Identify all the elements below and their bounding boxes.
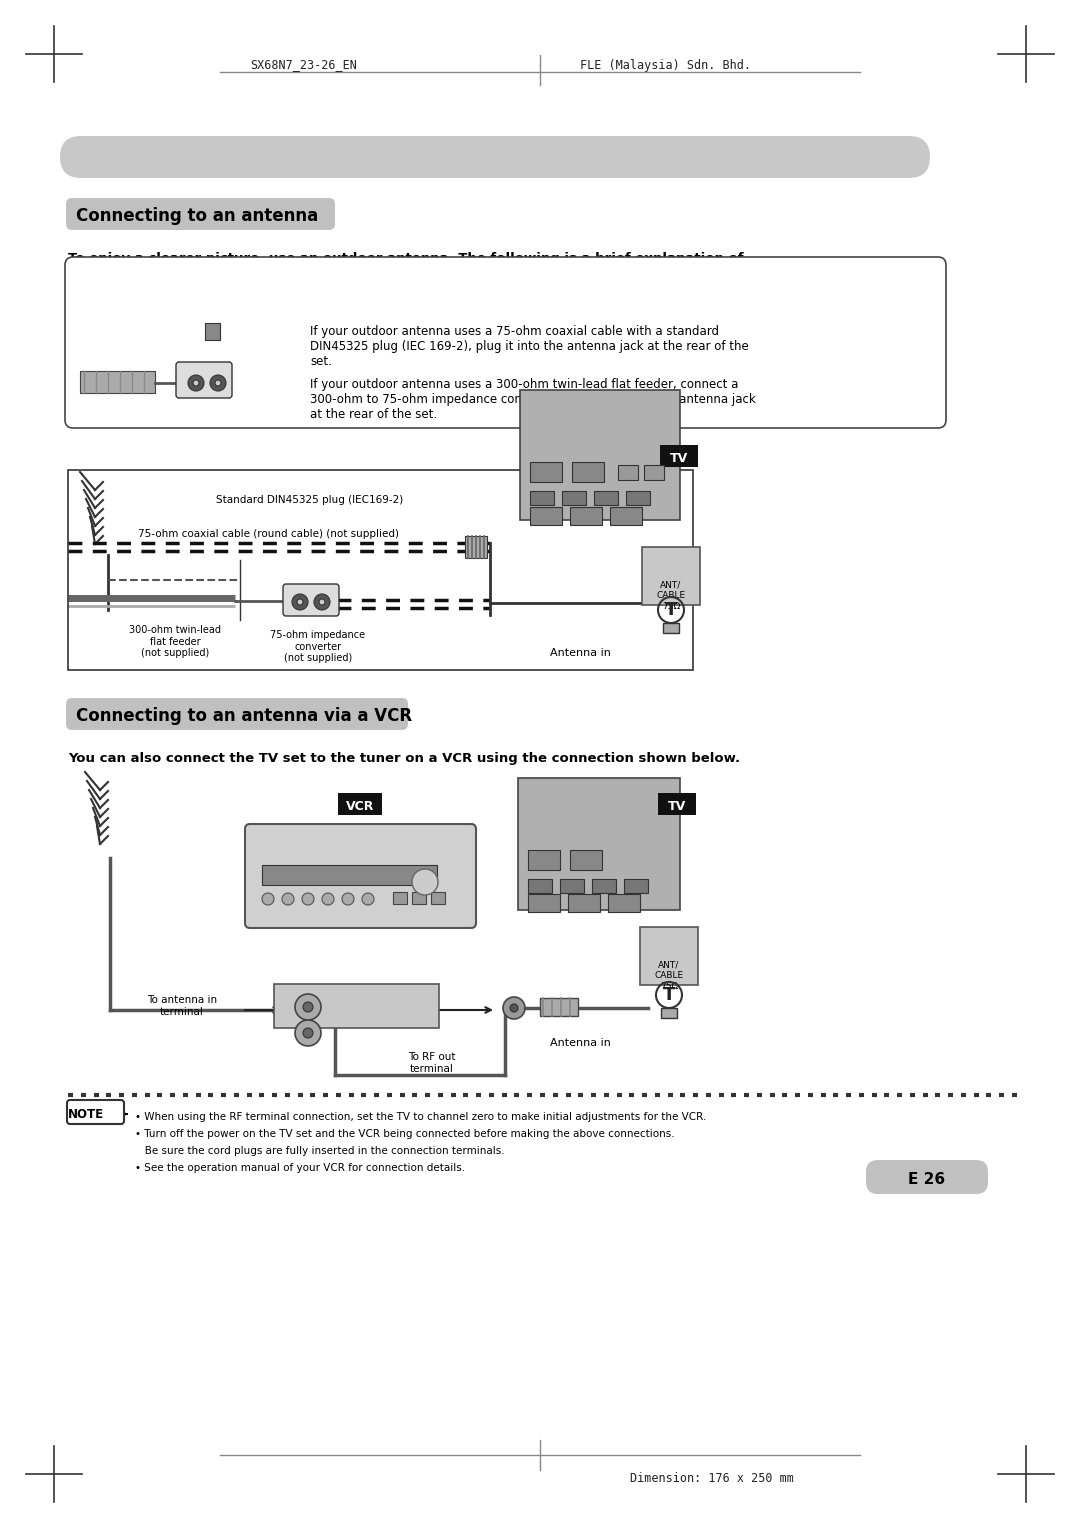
Text: • See the operation manual of your VCR for connection details.: • See the operation manual of your VCR f… <box>135 1163 465 1174</box>
Circle shape <box>411 869 438 895</box>
Circle shape <box>262 892 274 905</box>
FancyBboxPatch shape <box>60 136 930 177</box>
Bar <box>518 778 680 911</box>
Bar <box>658 793 696 814</box>
Circle shape <box>295 1021 321 1047</box>
Text: • Turn off the power on the TV set and the VCR being connected before making the: • Turn off the power on the TV set and t… <box>135 1129 675 1138</box>
Bar <box>465 536 487 558</box>
Bar <box>568 894 600 912</box>
Circle shape <box>322 892 334 905</box>
Text: If your outdoor antenna uses a 300-ohm twin-lead flat feeder, connect a
300-ohm : If your outdoor antenna uses a 300-ohm t… <box>310 377 756 422</box>
Text: Antenna in: Antenna in <box>550 648 610 659</box>
Bar <box>642 547 700 605</box>
Text: 300-ohm twin-lead
flat feeder
(not supplied): 300-ohm twin-lead flat feeder (not suppl… <box>129 625 221 659</box>
Text: 75-ohm coaxial cable (round cable) (not supplied): 75-ohm coaxial cable (round cable) (not … <box>137 529 399 539</box>
Bar <box>68 471 693 669</box>
Bar <box>624 879 648 892</box>
Circle shape <box>193 380 199 387</box>
Text: Standard DIN45325 plug (IEC169-2): Standard DIN45325 plug (IEC169-2) <box>216 495 404 504</box>
Bar <box>530 507 562 526</box>
Bar <box>594 490 618 504</box>
Circle shape <box>292 594 308 610</box>
Bar <box>626 490 650 504</box>
Circle shape <box>342 892 354 905</box>
Bar <box>572 461 604 481</box>
Bar <box>205 322 220 341</box>
Text: T: T <box>665 601 677 619</box>
Text: ANT/
CABLE
75Ω: ANT/ CABLE 75Ω <box>657 581 686 611</box>
Bar <box>570 507 602 526</box>
Bar <box>431 892 445 905</box>
Circle shape <box>510 1004 518 1012</box>
Circle shape <box>282 892 294 905</box>
FancyBboxPatch shape <box>66 698 408 730</box>
FancyBboxPatch shape <box>176 362 232 397</box>
Circle shape <box>303 1002 313 1012</box>
Text: • When using the RF terminal connection, set the TV to channel zero to make init: • When using the RF terminal connection,… <box>135 1112 706 1122</box>
Bar <box>660 445 698 468</box>
Text: Connecting to an antenna via a VCR: Connecting to an antenna via a VCR <box>76 707 413 724</box>
Text: TV: TV <box>670 451 688 465</box>
Text: 75-ohm impedance
converter
(not supplied): 75-ohm impedance converter (not supplied… <box>270 630 365 663</box>
Bar <box>540 998 578 1016</box>
Text: SX68N7_23-26_EN: SX68N7_23-26_EN <box>249 58 356 72</box>
Bar <box>618 465 638 480</box>
Text: To antenna in
terminal: To antenna in terminal <box>147 995 217 1016</box>
Bar <box>528 879 552 892</box>
Circle shape <box>503 996 525 1019</box>
Text: Connecting to an antenna: Connecting to an antenna <box>76 206 319 225</box>
Bar <box>530 490 554 504</box>
Circle shape <box>319 599 325 605</box>
Bar <box>570 850 602 869</box>
Text: FLE (Malaysia) Sdn. Bhd.: FLE (Malaysia) Sdn. Bhd. <box>580 58 751 72</box>
Bar <box>644 465 664 480</box>
Bar <box>528 850 561 869</box>
FancyBboxPatch shape <box>65 257 946 428</box>
Text: If your outdoor antenna uses a 75-ohm coaxial cable with a standard
DIN45325 plu: If your outdoor antenna uses a 75-ohm co… <box>310 325 748 368</box>
Text: TV: TV <box>667 799 686 813</box>
Bar <box>411 892 426 905</box>
Bar <box>608 894 640 912</box>
Bar <box>519 390 680 520</box>
Bar <box>274 984 438 1028</box>
Bar <box>661 1008 677 1018</box>
Text: E 26: E 26 <box>908 1172 946 1187</box>
Circle shape <box>210 374 226 391</box>
Bar <box>80 371 156 393</box>
Circle shape <box>295 995 321 1021</box>
FancyBboxPatch shape <box>866 1160 988 1193</box>
FancyBboxPatch shape <box>67 1100 124 1125</box>
Bar <box>528 894 561 912</box>
Bar <box>663 623 679 633</box>
Text: Antenna in: Antenna in <box>550 1038 610 1048</box>
Circle shape <box>362 892 374 905</box>
FancyBboxPatch shape <box>283 584 339 616</box>
Bar <box>393 892 407 905</box>
Text: To RF out
terminal: To RF out terminal <box>408 1051 456 1074</box>
Circle shape <box>303 1028 313 1038</box>
Bar <box>562 490 586 504</box>
Circle shape <box>302 892 314 905</box>
Bar <box>530 461 562 481</box>
Text: To enjoy a clearer picture, use an outdoor antenna. The following is a brief exp: To enjoy a clearer picture, use an outdo… <box>68 252 744 280</box>
Circle shape <box>188 374 204 391</box>
FancyBboxPatch shape <box>66 199 335 231</box>
Text: Be sure the cord plugs are fully inserted in the connection terminals.: Be sure the cord plugs are fully inserte… <box>135 1146 504 1157</box>
Text: NOTE: NOTE <box>68 1108 104 1120</box>
Text: VCR: VCR <box>346 799 374 813</box>
Text: T: T <box>663 986 675 1004</box>
Circle shape <box>297 599 303 605</box>
Circle shape <box>215 380 221 387</box>
Text: ANT/
CABLE
75Ω: ANT/ CABLE 75Ω <box>654 960 684 992</box>
Bar <box>338 793 382 814</box>
Bar <box>592 879 616 892</box>
Bar <box>640 927 698 986</box>
Circle shape <box>314 594 330 610</box>
Text: You can also connect the TV set to the tuner on a VCR using the connection shown: You can also connect the TV set to the t… <box>68 752 740 766</box>
Text: Dimension: 176 x 250 mm: Dimension: 176 x 250 mm <box>630 1471 794 1485</box>
Bar <box>610 507 642 526</box>
Bar <box>262 865 437 885</box>
FancyBboxPatch shape <box>245 824 476 927</box>
Bar <box>561 879 584 892</box>
